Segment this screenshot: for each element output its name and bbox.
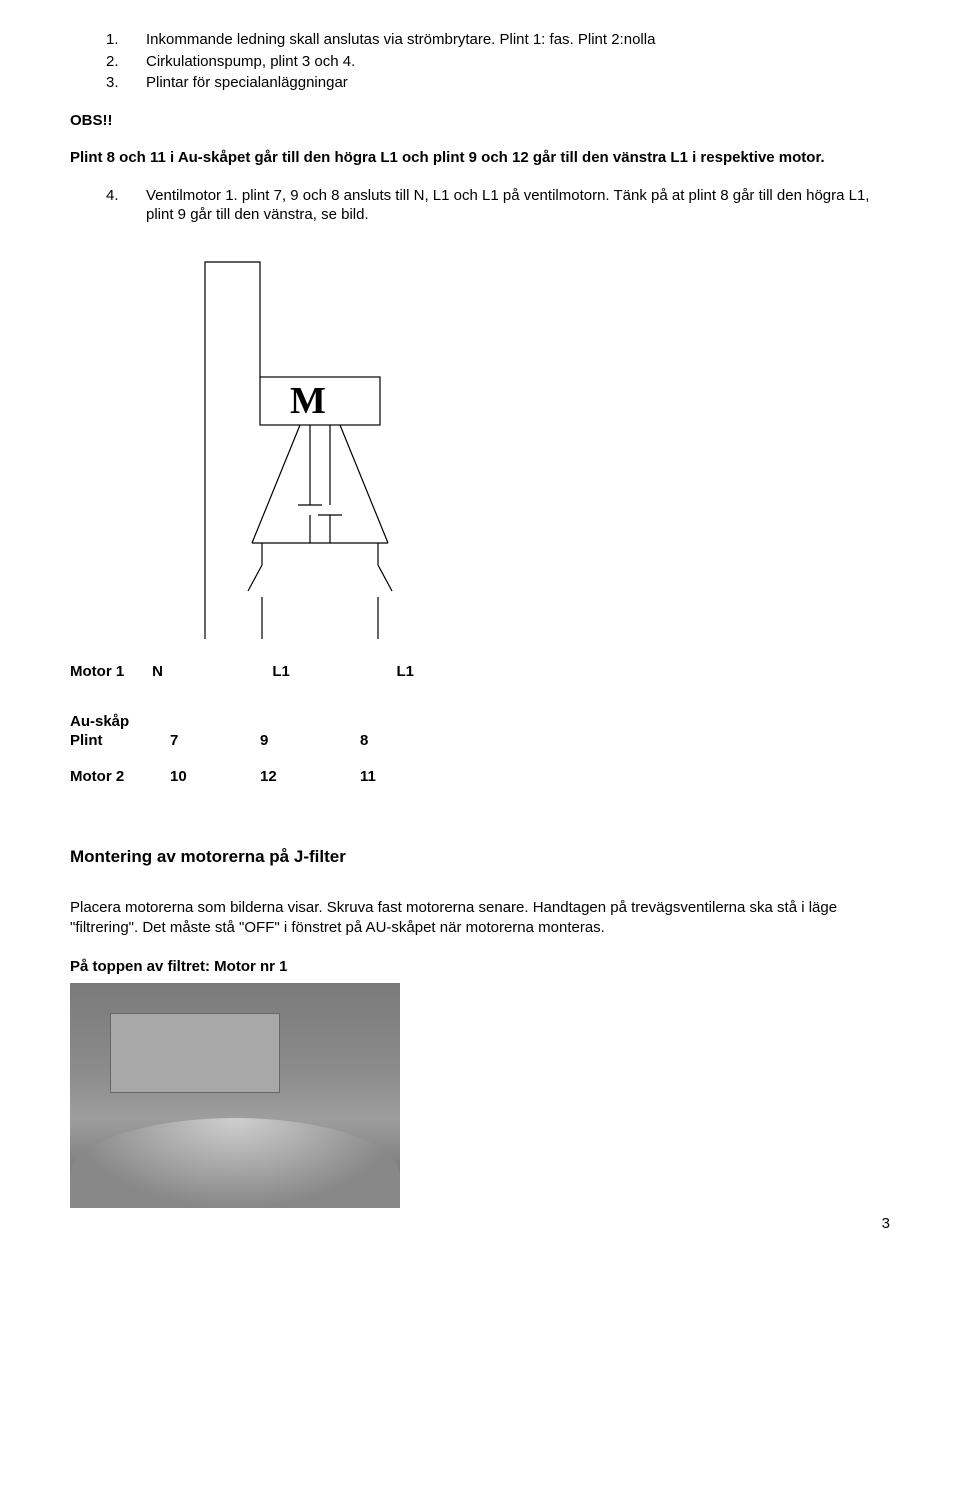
list-num: 3. bbox=[106, 73, 146, 93]
au-skap-block: Au-skåp Plint 7 9 8 Motor 2 10 12 11 bbox=[70, 712, 890, 787]
motor1-l1-left: L1 bbox=[272, 662, 392, 682]
au-cell: Motor 2 bbox=[70, 767, 170, 787]
motor1-terminal-labels: Motor 1 N L1 L1 bbox=[70, 662, 890, 682]
list-text: Cirkulationspump, plint 3 och 4. bbox=[146, 52, 355, 72]
list-text: Plintar för specialanläggningar bbox=[146, 73, 348, 93]
motor1-n: N bbox=[152, 662, 268, 682]
list-item: 3. Plintar för specialanläggningar bbox=[106, 73, 890, 93]
list-item: 1. Inkommande ledning skall anslutas via… bbox=[106, 30, 890, 50]
list-item: 4. Ventilmotor 1. plint 7, 9 och 8 anslu… bbox=[106, 186, 890, 225]
page-number: 3 bbox=[70, 1214, 890, 1234]
au-cell: 7 bbox=[170, 731, 260, 751]
au-row: Motor 2 10 12 11 bbox=[70, 767, 890, 787]
section-heading-montering: Montering av motorerna på J-filter bbox=[70, 846, 890, 868]
photo-caption: På toppen av filtret: Motor nr 1 bbox=[70, 957, 890, 977]
motor-photo bbox=[70, 983, 400, 1208]
wiring-diagram-svg: M bbox=[200, 247, 460, 647]
body-paragraph: Placera motorerna som bilderna visar. Sk… bbox=[70, 898, 890, 937]
au-cell: 9 bbox=[260, 731, 360, 751]
para-plint-info: Plint 8 och 11 i Au-skåpet går till den … bbox=[70, 148, 890, 168]
list-num: 4. bbox=[106, 186, 146, 225]
au-cell: 11 bbox=[360, 767, 440, 787]
list-section-2: 4. Ventilmotor 1. plint 7, 9 och 8 anslu… bbox=[106, 186, 890, 225]
motor1-l1-right: L1 bbox=[397, 662, 415, 682]
list-item: 2. Cirkulationspump, plint 3 och 4. bbox=[106, 52, 890, 72]
list-num: 2. bbox=[106, 52, 146, 72]
au-cell: Plint bbox=[70, 731, 170, 751]
motor1-label: Motor 1 bbox=[70, 662, 148, 682]
au-heading: Au-skåp bbox=[70, 712, 890, 732]
au-cell: 8 bbox=[360, 731, 440, 751]
au-cell: 10 bbox=[170, 767, 260, 787]
list-num: 1. bbox=[106, 30, 146, 50]
list-text: Ventilmotor 1. plint 7, 9 och 8 ansluts … bbox=[146, 186, 890, 225]
au-cell: 12 bbox=[260, 767, 360, 787]
motor-diagram: M bbox=[200, 247, 890, 653]
obs-heading: OBS!! bbox=[70, 111, 890, 131]
motor-m-label: M bbox=[290, 380, 326, 422]
list-section-1: 1. Inkommande ledning skall anslutas via… bbox=[106, 30, 890, 93]
au-row: Plint 7 9 8 bbox=[70, 731, 890, 751]
list-text: Inkommande ledning skall anslutas via st… bbox=[146, 30, 655, 50]
